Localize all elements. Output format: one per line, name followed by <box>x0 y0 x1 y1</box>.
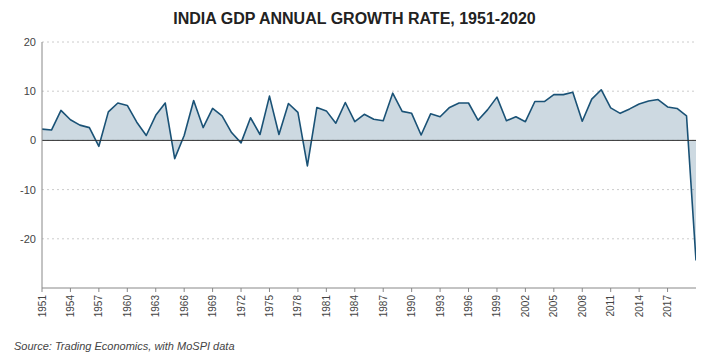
x-tick-label: 1987 <box>378 295 389 318</box>
grid-line <box>42 189 696 190</box>
y-tick-label: -10 <box>20 184 36 196</box>
x-tick <box>553 288 554 292</box>
x-tick <box>155 288 156 292</box>
x-tick-label: 1954 <box>65 295 76 318</box>
plot-area <box>42 90 696 261</box>
y-tick-label: 10 <box>24 85 36 97</box>
x-axis-line <box>42 288 696 289</box>
x-tick-label: 1969 <box>207 295 218 318</box>
chart: INDIA GDP ANNUAL GROWTH RATE, 1951-2020 -… <box>0 0 709 358</box>
x-tick <box>354 288 355 292</box>
x-tick-label: 1978 <box>292 295 303 318</box>
x-tick <box>610 288 611 292</box>
x-tick-label: 1996 <box>463 295 474 318</box>
x-tick-label: 1963 <box>150 295 161 318</box>
grid-line <box>42 238 696 239</box>
x-tick-label: 2011 <box>605 295 616 317</box>
x-tick-label: 1951 <box>37 295 48 318</box>
source: Source: Trading Economics, with MoSPI da… <box>14 340 235 352</box>
x-tick <box>582 288 583 292</box>
x-tick <box>98 288 99 292</box>
x-tick <box>411 288 412 292</box>
x-tick-label: 1966 <box>179 295 190 318</box>
grid <box>42 42 696 239</box>
line <box>42 90 696 261</box>
x-tick <box>326 288 327 292</box>
x-tick <box>440 288 441 292</box>
page: {"chart_data": { "type": "area", "title"… <box>0 0 709 358</box>
x-tick-label: 2002 <box>520 295 531 318</box>
x-tick <box>42 288 43 292</box>
x-tick-label: 1981 <box>321 295 332 318</box>
x-tick <box>496 288 497 292</box>
y-axis-line <box>42 42 43 288</box>
grid-line <box>42 140 696 141</box>
x-tick-label: 2005 <box>548 295 559 318</box>
x-tick-label: 1957 <box>93 295 104 318</box>
x-tick <box>525 288 526 292</box>
x-tick <box>297 288 298 292</box>
x-tick-label: 2014 <box>634 295 645 318</box>
x-tick <box>383 288 384 292</box>
x-tick <box>212 288 213 292</box>
x-tick <box>468 288 469 292</box>
y-tick-label: 0 <box>30 134 36 146</box>
x-tick-label: 1972 <box>236 295 247 318</box>
y-tick-label: -20 <box>20 233 36 245</box>
y-tick-label: 20 <box>24 36 36 48</box>
x-tick-label: 1999 <box>491 295 502 318</box>
x-tick <box>667 288 668 292</box>
x-tick-label: 1960 <box>122 295 133 318</box>
grid-line <box>42 42 696 43</box>
area <box>42 90 696 261</box>
zero-line <box>42 140 696 141</box>
x-tick <box>184 288 185 292</box>
title: INDIA GDP ANNUAL GROWTH RATE, 1951-2020 <box>173 10 536 27</box>
x-tick <box>70 288 71 292</box>
x-tick <box>639 288 640 292</box>
x-tick <box>241 288 242 292</box>
x-tick-label: 1975 <box>264 295 275 318</box>
x-tick-label: 1993 <box>435 295 446 318</box>
x-tick-label: 1984 <box>349 295 360 318</box>
x-tick-label: 2017 <box>662 295 673 318</box>
x-tick <box>127 288 128 292</box>
x-tick-label: 2008 <box>577 295 588 318</box>
x-tick <box>269 288 270 292</box>
x-tick-label: 1990 <box>406 295 417 318</box>
grid-line <box>42 91 696 92</box>
